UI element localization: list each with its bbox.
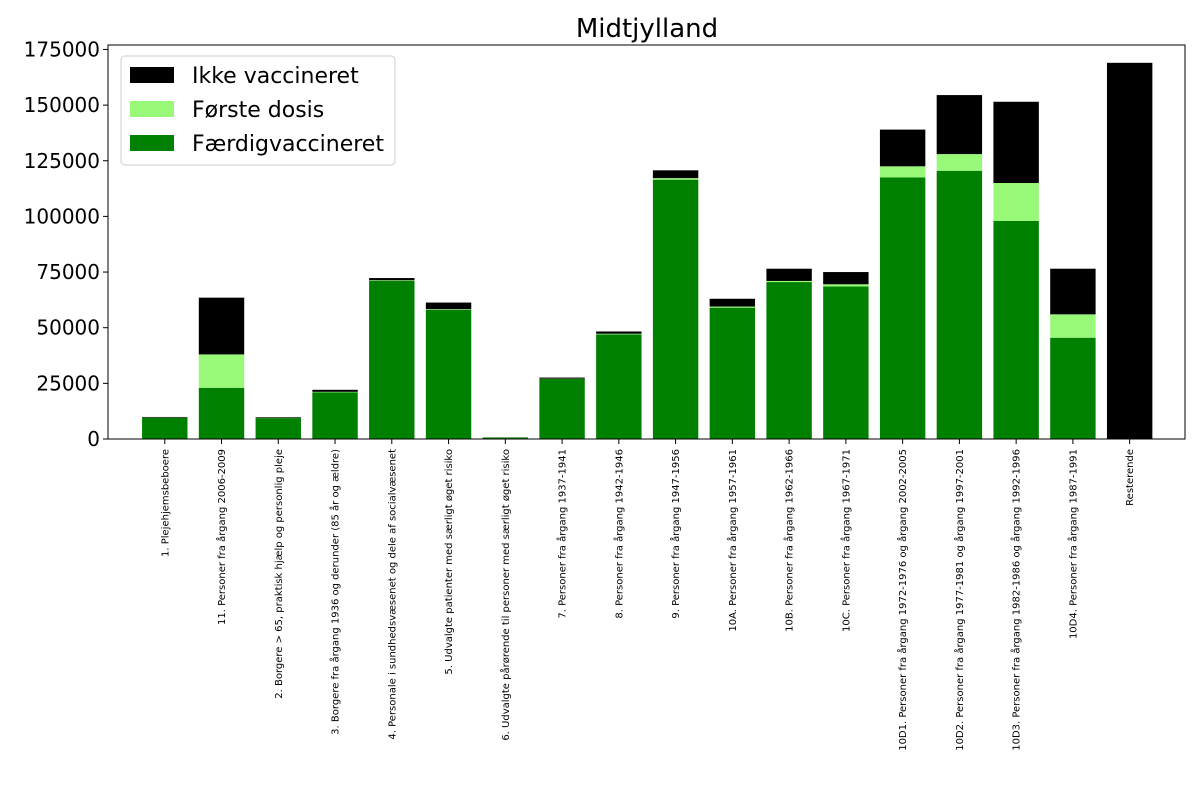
legend-box [120, 55, 396, 166]
bar-ikke-vaccineret-13 [879, 129, 926, 167]
plot-frame [107, 44, 1186, 440]
bar-f-rste-dosis-10 [709, 306, 756, 308]
bar-f-rste-dosis-15 [993, 183, 1039, 221]
x-tick-label: 9. Personer fra årgang 1947-1956 [669, 449, 682, 619]
bar-f-rste-dosis-5 [425, 309, 472, 310]
x-tick-label: 11. Personer fra årgang 2006-2009 [215, 449, 228, 625]
bar-f-rdigvaccineret-11 [766, 282, 812, 439]
bar-ikke-vaccineret-15 [993, 101, 1039, 184]
x-tick-label: 10D3. Personer fra årgang 1982-1986 og å… [1010, 449, 1023, 751]
bar-ikke-vaccineret-7 [539, 377, 585, 379]
bar-ikke-vaccineret-17 [1106, 62, 1153, 440]
bar-ikke-vaccineret-0 [142, 416, 188, 418]
x-tick-label: 10D4. Personer fra årgang 1987-1991 [1066, 449, 1079, 639]
legend-swatch-f-rste-dosis [130, 101, 174, 117]
bar-ikke-vaccineret-3 [312, 389, 358, 392]
y-tick-label: 0 [87, 427, 100, 451]
bar-ikke-vaccineret-2 [255, 417, 301, 418]
bar-f-rdigvaccineret-16 [1050, 337, 1096, 439]
legend: Ikke vaccineret Første dosis Færdigvaccine… [120, 55, 396, 166]
x-tick-label: 1. Plejehjemsbeboere [160, 449, 171, 557]
bar-ikke-vaccineret-10 [709, 298, 756, 307]
bar-ikke-vaccineret-14 [936, 95, 983, 155]
bar-f-rste-dosis-9 [652, 178, 699, 180]
bar-f-rdigvaccineret-5 [425, 309, 472, 439]
bar-ikke-vaccineret-4 [369, 278, 415, 281]
bar-f-rdigvaccineret-0 [142, 417, 188, 439]
bar-ikke-vaccineret-9 [652, 170, 699, 179]
bar-ikke-vaccineret-16 [1050, 268, 1096, 315]
bar-f-rdigvaccineret-12 [823, 286, 869, 439]
y-tick-label: 100000 [24, 204, 100, 228]
y-tick-label: 150000 [24, 93, 100, 117]
y-tick-label: 175000 [24, 37, 100, 61]
bar-ikke-vaccineret-5 [425, 302, 472, 310]
chart-title: Midtjylland [576, 14, 718, 44]
bar-f-rdigvaccineret-15 [993, 220, 1039, 439]
x-tick-label: 10B. Personer fra årgang 1962-1966 [783, 449, 796, 632]
legend-label-ikke-vaccineret: Ikke vaccineret [192, 64, 359, 89]
y-tick-label: 125000 [24, 149, 100, 173]
bar-f-rdigvaccineret-2 [255, 418, 301, 439]
bar-f-rdigvaccineret-7 [539, 378, 585, 439]
legend-swatch-f-rdigvaccineret [130, 135, 174, 151]
bar-ikke-vaccineret-1 [198, 297, 245, 355]
bar-f-rdigvaccineret-14 [936, 170, 983, 439]
y-axis: 0 25000 50000 75000 100000 125000 150000 175000 [24, 37, 108, 451]
x-tick-label: 3. Borgere fra årgang 1936 og derunder (… [329, 449, 342, 735]
x-axis: 1. Plejehjemsbeboere 11. Personer fra årg… [160, 439, 1136, 751]
bar-f-rdigvaccineret-6 [482, 437, 529, 439]
bar-f-rdigvaccineret-4 [369, 280, 415, 439]
bar-f-rdigvaccineret-3 [312, 392, 358, 439]
bar-f-rste-dosis-13 [879, 166, 926, 178]
bar-f-rste-dosis-14 [936, 154, 983, 171]
bar-f-rdigvaccineret-10 [709, 307, 756, 439]
x-tick-label: 5. Udvalgte patienter med særligt øget r… [444, 449, 455, 675]
x-tick-label: 6. Udvalgte pårørende til personer med s… [499, 449, 512, 741]
bar-ikke-vaccineret-12 [823, 272, 869, 285]
bar-f-rste-dosis-12 [823, 284, 869, 287]
bar-ikke-vaccineret-11 [766, 268, 812, 281]
x-tick-label: 10C. Personer fra årgang 1967-1971 [839, 449, 852, 632]
bar-f-rste-dosis-8 [596, 333, 642, 335]
x-tick-label: 10A. Personer fra årgang 1957-1961 [726, 449, 739, 632]
x-tick-label: Resterende [1125, 449, 1136, 506]
y-tick-label: 25000 [36, 371, 100, 395]
x-tick-label: 7. Personer fra årgang 1937-1941 [556, 449, 569, 619]
x-tick-label: 8. Personer fra årgang 1942-1946 [612, 449, 625, 619]
bars-layer [142, 62, 1153, 440]
bar-f-rdigvaccineret-13 [879, 177, 926, 439]
bar-f-rdigvaccineret-8 [596, 334, 642, 439]
x-tick-label: 10D1. Personer fra årgang 1972-1976 og å… [896, 449, 909, 751]
legend-label-f-rdigvaccineret: Færdigvaccineret [192, 132, 384, 157]
bar-f-rdigvaccineret-9 [652, 179, 699, 440]
x-tick-label: 4. Personale i sundhedsvæsenet og dele a… [387, 449, 398, 740]
legend-label-f-rste-dosis: Første dosis [192, 98, 324, 123]
bar-f-rste-dosis-4 [369, 280, 415, 281]
legend-swatch-ikke-vaccineret [130, 67, 174, 83]
bar-f-rdigvaccineret-1 [198, 387, 245, 439]
bar-f-rste-dosis-1 [198, 354, 245, 388]
bar-ikke-vaccineret-8 [596, 331, 642, 334]
bar-f-rste-dosis-16 [1050, 314, 1096, 338]
y-tick-label: 50000 [36, 316, 100, 340]
y-tick-label: 75000 [36, 260, 100, 284]
x-tick-label: 10D2. Personer fra årgang 1977-1981 og å… [953, 449, 966, 751]
x-tick-label: 2. Borgere > 65, praktisk hjælp og perso… [274, 449, 285, 699]
bar-f-rste-dosis-11 [766, 280, 812, 283]
